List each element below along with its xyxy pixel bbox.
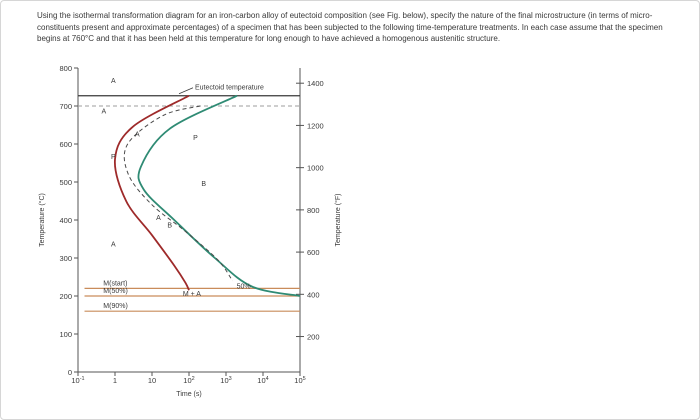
y-ticks-right: 200 400 600 800 1000 1200 1400 — [296, 79, 324, 342]
curve-finish — [137, 94, 301, 297]
y-tick-label: 700 — [59, 102, 72, 111]
y-tick-label-right: 600 — [307, 248, 320, 257]
region-label: A — [111, 242, 116, 249]
y-ticks-left: 0 100 200 300 400 500 600 700 800 — [59, 64, 78, 377]
region-label: 50% — [237, 283, 251, 290]
y-tick-label: 600 — [59, 140, 72, 149]
y-tick-label: 400 — [59, 216, 72, 225]
leader-line — [178, 87, 194, 95]
y-tick-label: 100 — [59, 330, 72, 339]
y-tick-label: 300 — [59, 254, 72, 263]
question-text: Using the isothermal transformation diag… — [37, 11, 663, 44]
reference-line-label: M(90%) — [103, 303, 128, 310]
x-axis-title: Time (s) — [176, 391, 201, 398]
reference-line-label: M(50%) — [103, 288, 128, 295]
region-label: A — [111, 78, 116, 85]
y-tick-label-right: 1200 — [307, 121, 324, 130]
x-tick-label: 104 — [257, 376, 268, 385]
region-label: A — [102, 109, 107, 116]
y-tick-label: 0 — [68, 368, 72, 377]
region-label: B — [167, 223, 172, 230]
region-label: P — [111, 154, 116, 161]
y-tick-label: 800 — [59, 64, 72, 73]
region-label: A — [156, 215, 161, 222]
x-tick-label: 105 — [294, 376, 305, 385]
y-tick-label-right: 1000 — [307, 164, 324, 173]
transformation-curves — [114, 94, 301, 297]
reference-line-label: Eutectoid temperature — [195, 85, 264, 92]
y-tick-label: 200 — [59, 292, 72, 301]
x-tick-label: 102 — [183, 376, 194, 385]
curve-50- — [123, 105, 233, 282]
horizontal-lines: Eutectoid temperature M(start)M(50%) M(90%… — [78, 85, 300, 312]
region-label: B — [201, 181, 206, 188]
x-tick-label: 1 — [113, 376, 117, 385]
x-ticks: 10-1 1 10 102 103 104 105 — [71, 372, 306, 385]
region-label: P — [193, 135, 198, 142]
y-tick-label: 500 — [59, 178, 72, 187]
curve-start — [114, 94, 190, 291]
reference-line-label: M(start) — [103, 280, 127, 287]
region-label: A — [135, 131, 140, 138]
y-axis-title-right: Temperature (°F) — [334, 194, 342, 247]
y-tick-label-right: 1400 — [307, 79, 324, 88]
y-tick-label-right: 800 — [307, 206, 320, 215]
x-tick-label: 103 — [220, 376, 231, 385]
x-tick-label: 10-1 — [71, 376, 84, 385]
y-tick-label-right: 400 — [307, 290, 320, 299]
region-label: M + A — [183, 291, 201, 298]
y-tick-label-right: 200 — [307, 333, 320, 342]
y-axis-title-left: Temperature (°C) — [38, 193, 46, 247]
x-tick-label: 10 — [148, 376, 156, 385]
